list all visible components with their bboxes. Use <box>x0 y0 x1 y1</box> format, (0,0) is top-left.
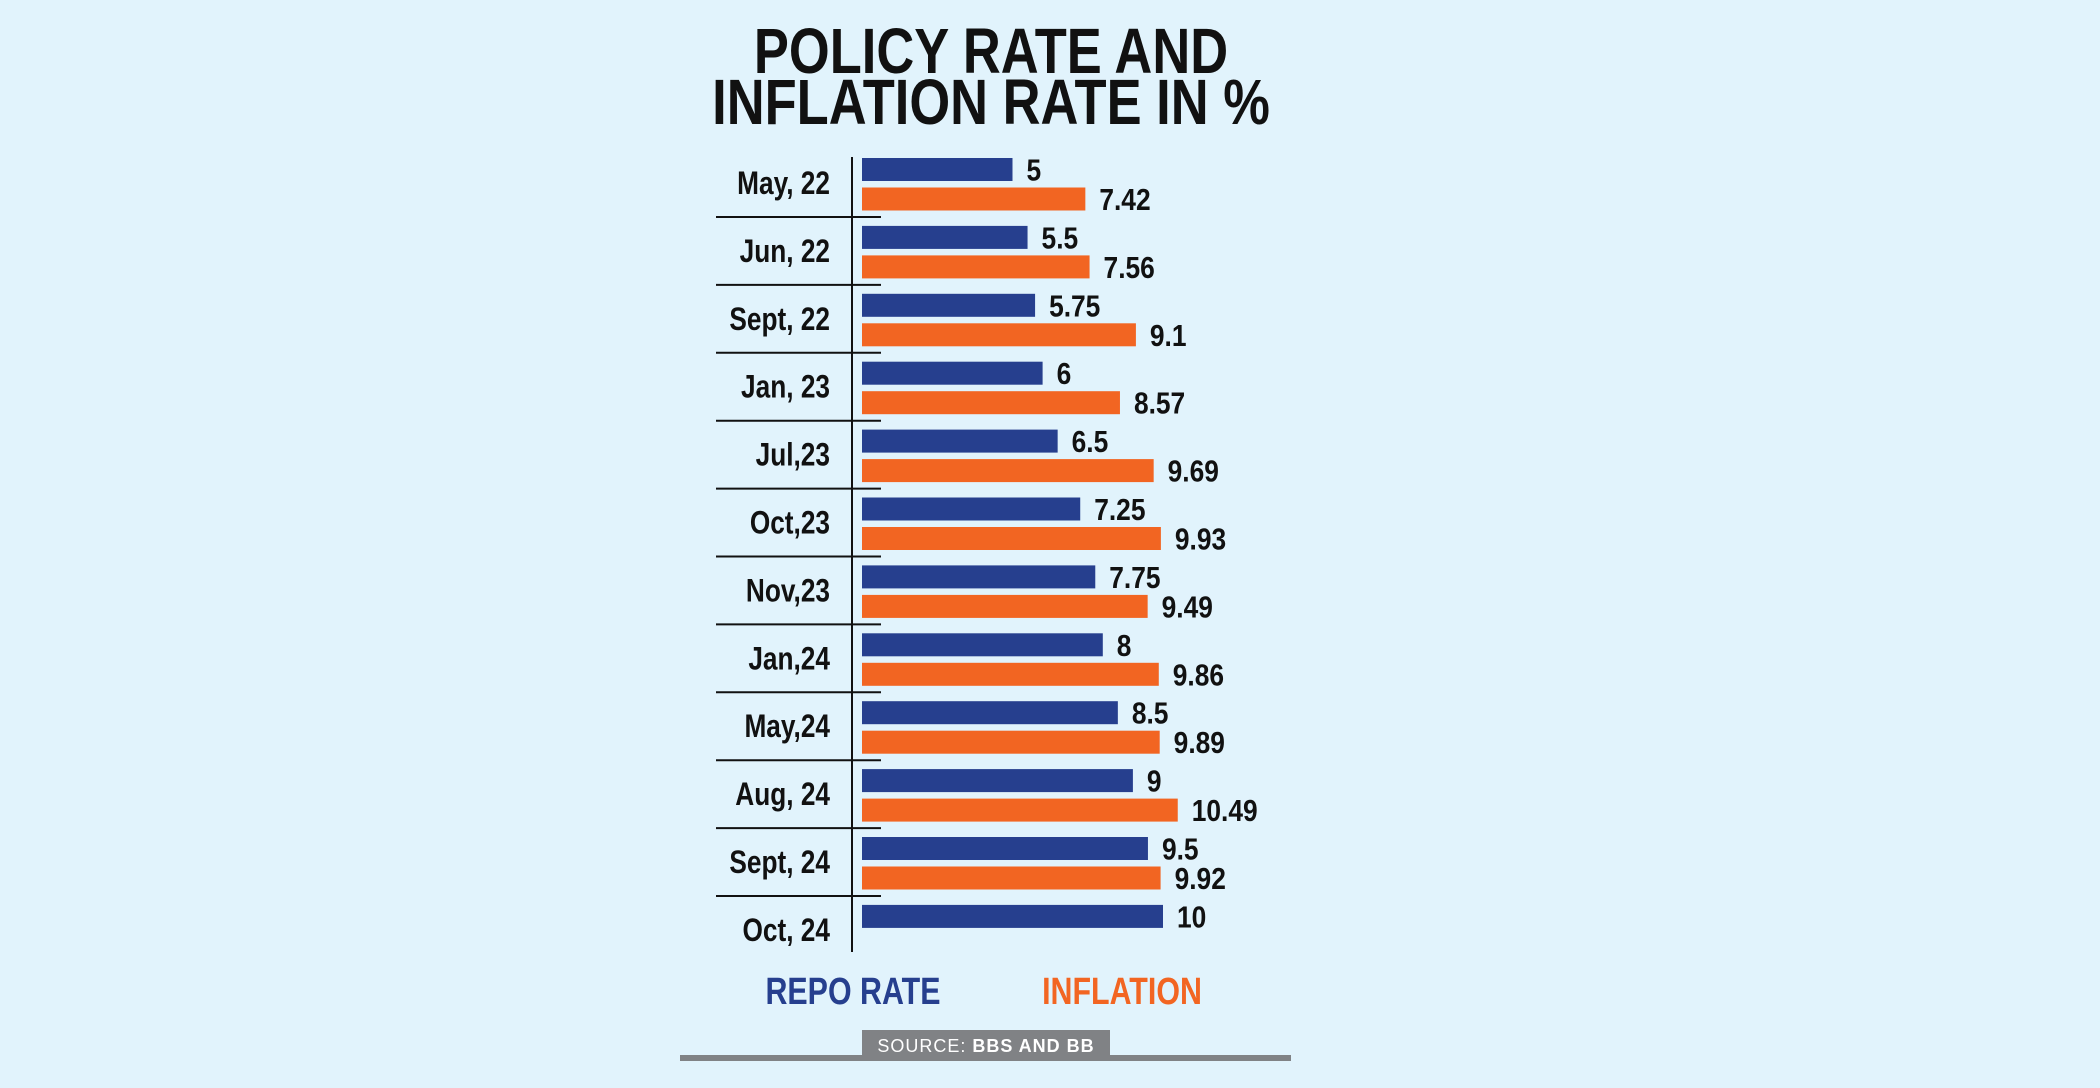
inflation-value-label: 9.89 <box>1174 726 1225 760</box>
source-value: BBS AND BB <box>972 1036 1094 1056</box>
category-group: Sept, 22 5.75 9.1 <box>716 289 1187 354</box>
repo-rate-value-label: 5 <box>1027 154 1042 188</box>
inflation-bar <box>862 798 1178 822</box>
inflation-value-label: 9.1 <box>1150 319 1187 353</box>
repo-rate-value-label: 9 <box>1147 765 1162 799</box>
inflation-value-label: 9.93 <box>1175 523 1226 557</box>
source-box <box>862 1030 1110 1058</box>
inflation-bar <box>862 866 1161 890</box>
repo-rate-value-label: 10 <box>1177 900 1206 934</box>
inflation-value-label: 7.42 <box>1099 183 1150 217</box>
chart-title: POLICY RATE AND INFLATION RATE IN % <box>712 16 1270 138</box>
category-group: Jan,24 8 9.86 <box>716 629 1224 694</box>
category-label: Jan,24 <box>748 642 830 677</box>
inflation-bar <box>862 730 1160 754</box>
category-group: Oct,23 7.25 9.93 <box>716 493 1226 558</box>
repo-rate-bar <box>862 497 1081 521</box>
category-label: Sept, 24 <box>729 846 830 881</box>
repo-rate-bar <box>862 225 1028 249</box>
category-label: Nov,23 <box>746 574 830 609</box>
repo-rate-bar <box>862 837 1148 860</box>
repo-rate-bar <box>862 904 1163 928</box>
repo-rate-bar <box>862 565 1096 589</box>
category-label: Oct, 24 <box>743 914 831 949</box>
inflation-bar <box>862 391 1120 415</box>
legend: REPO RATE INFLATION <box>765 971 1201 1013</box>
category-label: May,24 <box>744 710 830 745</box>
repo-rate-bar <box>862 769 1133 793</box>
inflation-bar <box>862 255 1090 279</box>
source-text: SOURCE: BBS AND BB <box>877 1036 1094 1056</box>
inflation-bar <box>862 527 1161 550</box>
legend-inflation: INFLATION <box>1042 971 1202 1013</box>
inflation-bar <box>862 459 1154 483</box>
category-group: Jun, 22 5.5 7.56 <box>716 221 1155 286</box>
category-group: Sept, 24 9.59.92 <box>716 833 1226 897</box>
title-line-2: INFLATION RATE IN % <box>712 67 1270 138</box>
repo-rate-value-label: 5.5 <box>1042 221 1079 255</box>
category-label: Sept, 22 <box>729 302 830 337</box>
repo-rate-bar <box>862 293 1036 317</box>
inflation-value-label: 8.57 <box>1134 387 1185 421</box>
inflation-bar <box>862 323 1136 347</box>
inflation-bar <box>862 662 1159 686</box>
repo-rate-bar <box>862 633 1103 657</box>
category-label: Jan, 23 <box>741 370 830 405</box>
repo-rate-bar <box>862 429 1058 453</box>
category-group: Jul,23 6.5 9.69 <box>716 425 1219 490</box>
repo-rate-value-label: 9.5 <box>1162 833 1199 867</box>
repo-rate-value-label: 7.75 <box>1109 561 1160 595</box>
repo-rate-value-label: 7.25 <box>1094 493 1145 527</box>
category-label: May, 22 <box>737 167 830 202</box>
category-label: Jun, 22 <box>740 235 830 270</box>
inflation-value-label: 9.49 <box>1162 590 1213 624</box>
inflation-bar <box>862 594 1148 618</box>
category-label: Oct,23 <box>750 506 830 541</box>
inflation-value-label: 9.69 <box>1168 455 1219 489</box>
category-label: Jul,23 <box>756 438 830 473</box>
title-line-1: POLICY RATE AND <box>754 16 1228 87</box>
source-note: SOURCE: BBS AND BB <box>680 1030 1291 1061</box>
repo-rate-value-label: 6.5 <box>1072 425 1109 459</box>
inflation-value-label: 7.56 <box>1104 251 1155 285</box>
repo-rate-value-label: 6 <box>1057 357 1072 391</box>
inflation-value-label: 9.92 <box>1175 862 1226 896</box>
inflation-value-label: 9.86 <box>1173 658 1224 692</box>
repo-rate-bar <box>862 361 1043 385</box>
plot-area: May, 22 5 7.42 Jun, 22 5.5 7.56 Sept, 22 5.75 9.… <box>716 154 1258 952</box>
category-group: Aug, 24 9 10.49 <box>716 765 1258 830</box>
repo-rate-value-label: 5.75 <box>1049 289 1100 323</box>
category-group: May, 22 5 7.42 <box>716 154 1151 218</box>
category-group: Oct, 24 10 <box>743 900 1207 948</box>
repo-rate-value-label: 8 <box>1117 629 1132 663</box>
repo-rate-bar <box>862 701 1118 725</box>
category-label: Aug, 24 <box>735 778 830 813</box>
category-group: Nov,23 7.759.49 <box>716 561 1213 626</box>
inflation-value-label: 10.49 <box>1192 794 1258 828</box>
legend-repo-rate: REPO RATE <box>765 971 940 1013</box>
repo-rate-value-label: 8.5 <box>1132 697 1169 731</box>
inflation-bar <box>862 187 1086 211</box>
category-group: Jan, 23 6 8.57 <box>716 357 1185 422</box>
category-group: May,24 8.59.89 <box>716 697 1225 762</box>
repo-rate-bar <box>862 158 1013 181</box>
source-prefix: SOURCE: <box>877 1036 966 1056</box>
